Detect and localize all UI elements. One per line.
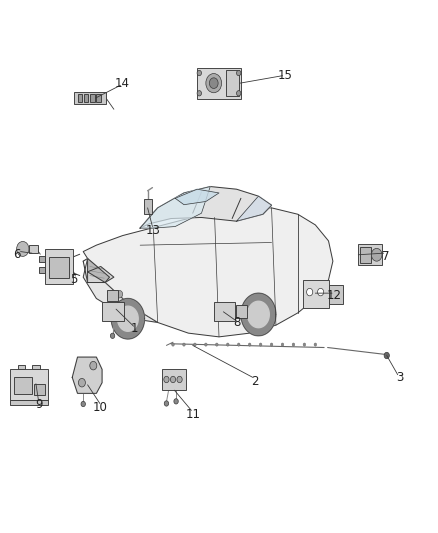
Circle shape (292, 343, 295, 346)
Circle shape (183, 343, 185, 346)
Bar (29, 245, 38, 253)
Circle shape (194, 343, 196, 346)
Bar (197, 68, 241, 99)
Bar (107, 290, 118, 301)
Polygon shape (72, 357, 102, 393)
Circle shape (226, 343, 229, 346)
Circle shape (206, 74, 222, 93)
Circle shape (384, 352, 389, 359)
Bar (303, 280, 328, 308)
Circle shape (170, 376, 176, 383)
Circle shape (281, 343, 284, 346)
Circle shape (172, 343, 174, 346)
Circle shape (17, 241, 29, 256)
Polygon shape (140, 187, 210, 228)
Bar (226, 70, 239, 96)
Text: 8: 8 (233, 317, 240, 329)
Bar (34, 384, 45, 395)
Bar (144, 199, 152, 214)
Polygon shape (83, 259, 158, 322)
Text: 12: 12 (326, 289, 341, 302)
Text: 9: 9 (35, 398, 42, 410)
Circle shape (237, 70, 241, 76)
Circle shape (110, 333, 115, 338)
Text: 6: 6 (13, 248, 21, 261)
Polygon shape (88, 266, 114, 282)
Bar (39, 266, 45, 273)
Circle shape (237, 91, 241, 96)
Circle shape (371, 248, 382, 261)
Bar (39, 256, 45, 262)
Polygon shape (247, 301, 269, 328)
Bar (49, 257, 69, 278)
Circle shape (197, 70, 201, 76)
Circle shape (81, 401, 85, 407)
Bar (90, 94, 95, 102)
Text: 3: 3 (396, 371, 403, 384)
Circle shape (237, 343, 240, 346)
Circle shape (303, 343, 306, 346)
Bar (84, 94, 88, 102)
Circle shape (164, 401, 169, 406)
Circle shape (215, 343, 218, 346)
Bar (214, 302, 235, 321)
Circle shape (177, 376, 182, 383)
Bar (10, 369, 48, 400)
Text: 2: 2 (251, 375, 259, 387)
Bar (236, 305, 247, 318)
Circle shape (314, 343, 317, 346)
Bar (10, 400, 48, 405)
Circle shape (164, 376, 169, 383)
Text: 15: 15 (277, 69, 292, 82)
Circle shape (117, 290, 123, 298)
Bar (32, 365, 40, 369)
Bar (18, 365, 25, 369)
Circle shape (307, 288, 313, 296)
Polygon shape (83, 208, 333, 337)
Circle shape (90, 361, 97, 370)
Circle shape (197, 91, 201, 96)
Circle shape (318, 288, 324, 296)
Bar (14, 377, 32, 394)
Text: 13: 13 (146, 224, 161, 237)
Circle shape (259, 343, 262, 346)
Bar (45, 249, 73, 284)
Circle shape (205, 343, 207, 346)
Bar (162, 369, 186, 390)
Bar (74, 92, 106, 104)
Text: 1: 1 (131, 322, 139, 335)
Text: 14: 14 (114, 77, 129, 90)
Polygon shape (241, 293, 276, 336)
Polygon shape (175, 189, 219, 205)
Text: 7: 7 (381, 250, 389, 263)
Polygon shape (111, 298, 145, 339)
Circle shape (270, 343, 273, 346)
Bar (102, 302, 124, 321)
Circle shape (78, 378, 85, 387)
Polygon shape (88, 259, 110, 282)
Bar (360, 247, 371, 263)
Circle shape (209, 78, 218, 88)
Text: 5: 5 (70, 273, 77, 286)
Bar (358, 244, 382, 265)
Bar (78, 94, 82, 102)
Polygon shape (140, 187, 272, 228)
Polygon shape (237, 196, 272, 221)
Text: 10: 10 (92, 401, 107, 414)
Bar (329, 285, 343, 304)
Text: 11: 11 (185, 408, 200, 421)
Circle shape (248, 343, 251, 346)
Circle shape (174, 399, 178, 404)
Polygon shape (117, 306, 138, 332)
Bar (96, 94, 101, 102)
